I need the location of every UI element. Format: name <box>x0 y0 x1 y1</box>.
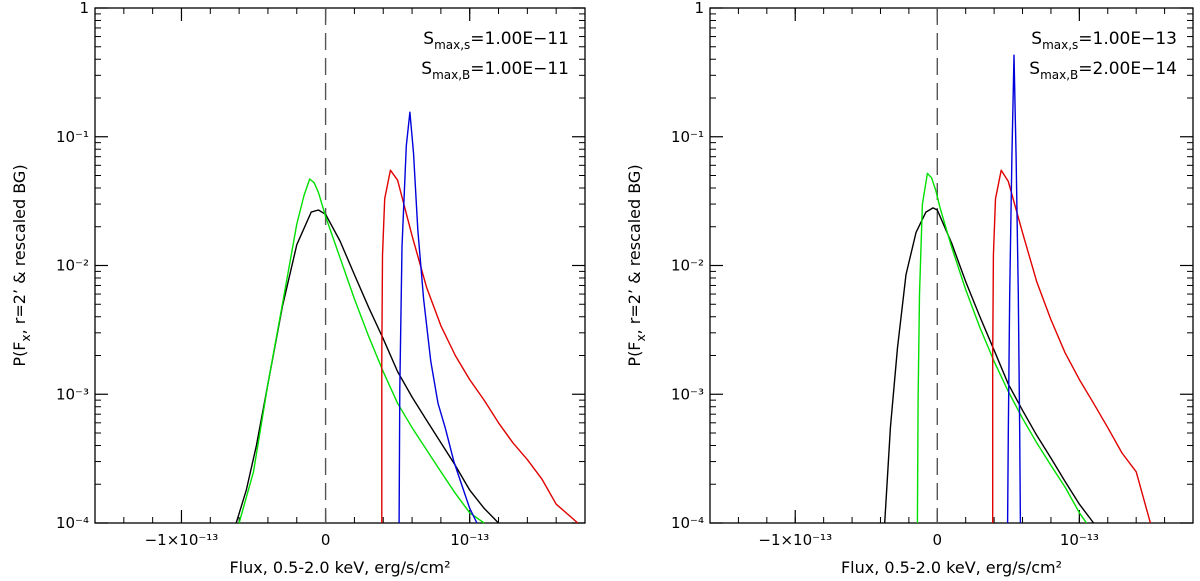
y-tick-label: 10⁻² <box>56 257 89 275</box>
series-line-blue <box>1006 54 1022 524</box>
y-tick-label: 1 <box>694 0 704 17</box>
y-tick-label: 10⁻² <box>671 257 704 275</box>
panel-2: 1 10⁻¹ 10⁻² 10⁻³ 10⁻⁴ −1×10⁻¹³ 0 10⁻¹³ Flux, 0.5… <box>625 0 1194 577</box>
x-tick-label: 10⁻¹³ <box>450 531 489 549</box>
annotation-subscript: max,s <box>434 38 470 52</box>
x-axis-label: Flux, 0.5-2.0 keV, erg/s/cm² <box>841 558 1062 577</box>
annotation-value: =1.00E−13 <box>1078 29 1177 49</box>
annotation-1: Smax,s=1.00E−11 <box>423 29 569 52</box>
y-axis-label-sub: x <box>19 334 33 341</box>
series-line-red <box>992 169 1152 524</box>
y-axis-label: P(Fx, r=2’ & rescaled BG) <box>625 164 648 366</box>
y-tick-label: 10⁻³ <box>56 385 89 403</box>
x-tick-label: 10⁻¹³ <box>1060 531 1099 549</box>
y-axis-label-sub: x <box>634 334 648 341</box>
x-tick-label: 0 <box>321 531 331 549</box>
series-line-red <box>381 169 579 524</box>
y-axis-label-part: , r=2’ & rescaled BG) <box>625 164 644 334</box>
annotation-subscript: max,B <box>1040 68 1078 82</box>
annotation-value: =1.00E−11 <box>470 29 569 49</box>
annotation-symbol: S <box>421 59 432 79</box>
y-tick-label: 1 <box>79 0 89 17</box>
series-line-green <box>238 178 485 524</box>
annotation-symbol: S <box>423 29 434 49</box>
annotation-1: Smax,s=1.00E−13 <box>1031 29 1177 52</box>
y-tick-label: 10⁻⁴ <box>56 514 89 532</box>
x-axis-label: Flux, 0.5-2.0 keV, erg/s/cm² <box>229 558 450 577</box>
x-tick-label: −1×10⁻¹³ <box>758 531 832 549</box>
y-axis-label: P(Fx, r=2’ & rescaled BG) <box>10 164 33 366</box>
annotation-symbol: S <box>1031 29 1042 49</box>
annotation-value: =1.00E−11 <box>470 59 569 79</box>
annotation-symbol: S <box>1029 59 1040 79</box>
annotation-subscript: max,B <box>432 68 470 82</box>
y-axis-label-part: , r=2’ & rescaled BG) <box>10 164 29 334</box>
series-line-black <box>884 207 1095 524</box>
plot-frame <box>709 7 1194 524</box>
annotation-2: Smax,B=2.00E−14 <box>1029 59 1177 82</box>
y-tick-label: 10⁻¹ <box>56 128 89 146</box>
y-axis-label-part: P(F <box>10 341 29 366</box>
series-line-blue <box>398 111 478 524</box>
y-tick-label: 10⁻¹ <box>671 128 704 146</box>
x-tick-label: 0 <box>933 531 943 549</box>
annotation-subscript: max,s <box>1042 38 1078 52</box>
y-axis-label-part: P(F <box>625 341 644 366</box>
plot-frame <box>94 7 586 524</box>
y-tick-label: 10⁻⁴ <box>671 514 704 532</box>
annotation-value: =2.00E−14 <box>1078 59 1177 79</box>
annotation-2: Smax,B=1.00E−11 <box>421 59 569 82</box>
series-line-green <box>916 172 1088 524</box>
x-tick-label: −1×10⁻¹³ <box>145 531 219 549</box>
y-tick-label: 10⁻³ <box>671 385 704 403</box>
